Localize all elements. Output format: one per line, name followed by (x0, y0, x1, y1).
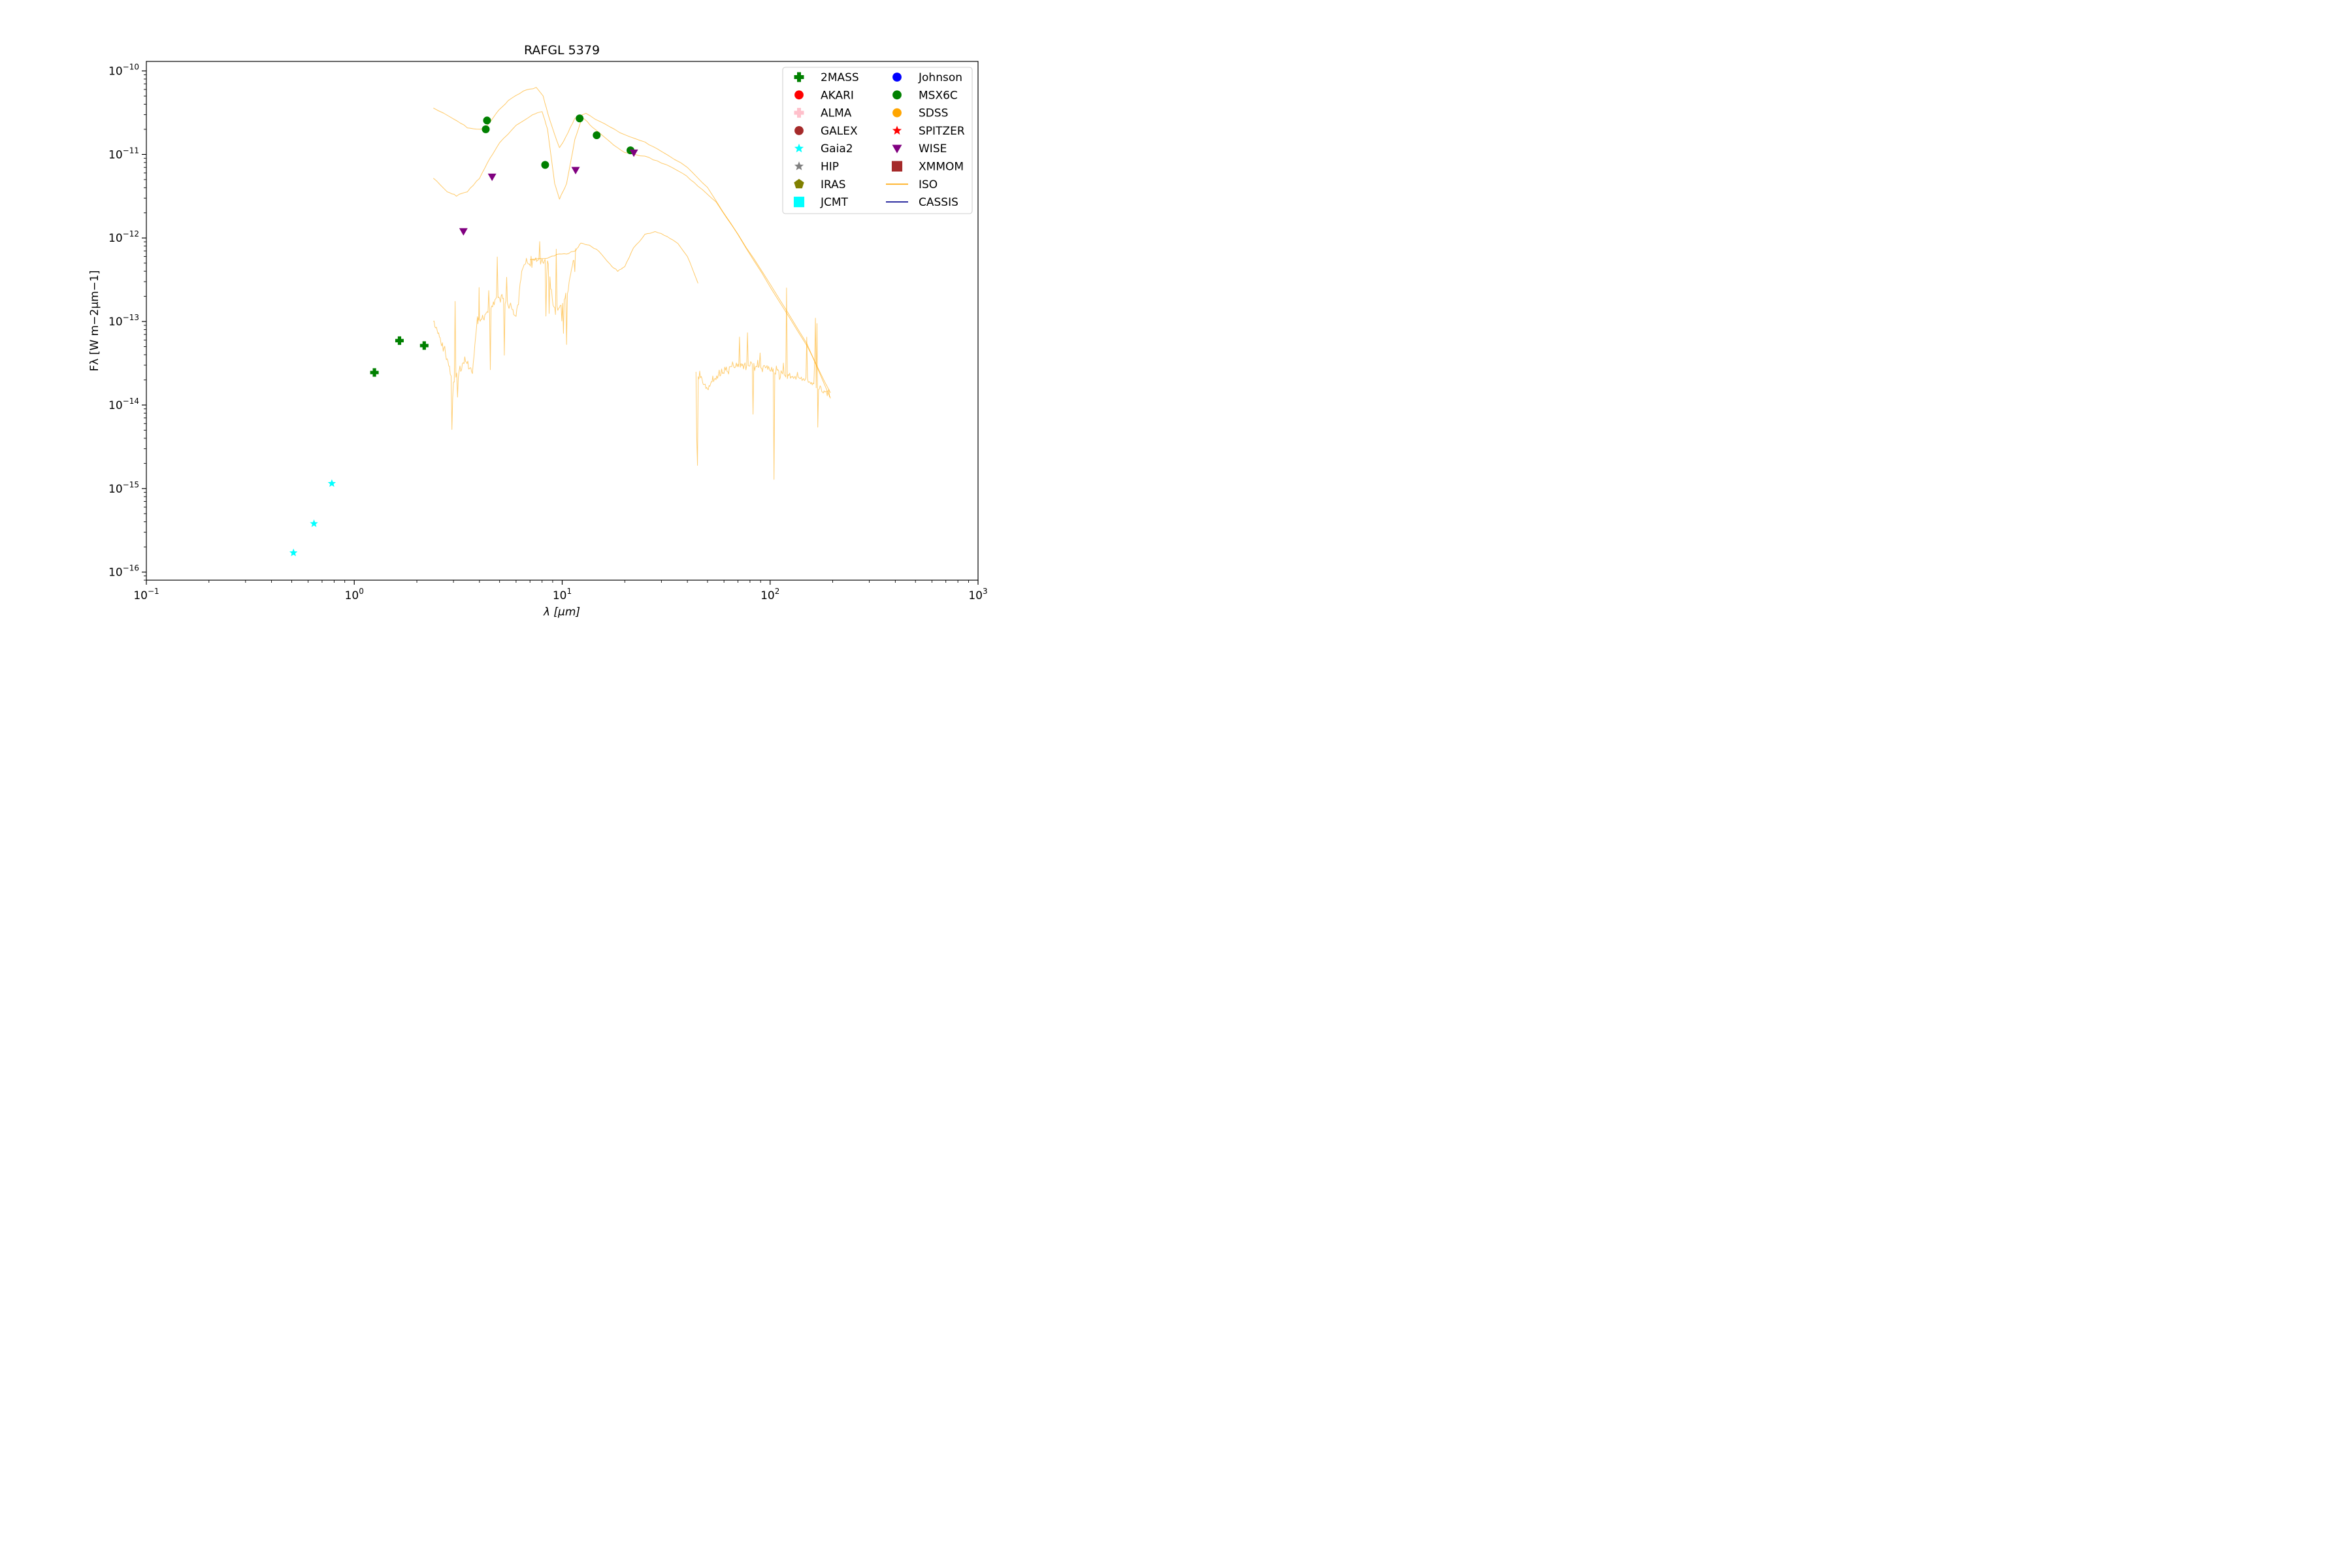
legend-label-2mass: 2MASS (821, 71, 859, 84)
legend-label-hip: HIP (821, 161, 839, 174)
legend-label-cassis: CASSIS (919, 196, 958, 209)
wise-point-3 (571, 167, 580, 174)
legend-label-xmmom: XMMOM (919, 161, 964, 174)
legend-label-galex: GALEX (821, 125, 858, 138)
legend-label-johnson: Johnson (918, 71, 962, 84)
gaia2-point-3 (327, 479, 336, 487)
msx6c-point-3 (541, 161, 549, 169)
wise-point-1 (459, 228, 468, 236)
legend-label-spitzer: SPITZER (919, 125, 965, 138)
2mass-point-2 (395, 336, 404, 345)
y-tick-label: 10−13 (108, 313, 139, 329)
iso-spectrum-lower (433, 111, 831, 399)
legend-label-wise: WISE (919, 142, 947, 155)
photometry-points (289, 114, 638, 557)
legend-marker-spitzer (892, 125, 902, 135)
legend-marker-2mass (794, 72, 804, 82)
msx6c-point-1 (482, 125, 490, 133)
x-tick-label: 100 (345, 587, 364, 602)
legend-label-alma: ALMA (821, 107, 852, 120)
legend-marker-galex (794, 126, 804, 135)
legend-box (782, 67, 973, 214)
y-tick-label: 10−12 (108, 229, 139, 245)
y-tick-label: 10−10 (108, 63, 139, 78)
legend-marker-sdss (892, 108, 902, 118)
gaia2-point-2 (310, 519, 318, 527)
wise-point-4 (629, 149, 638, 157)
legend-marker-jcmt (793, 197, 805, 208)
y-tick-label: 10−11 (108, 146, 139, 161)
legend-marker-wise (892, 144, 902, 154)
y-tick-label: 10−16 (108, 564, 139, 580)
x-tick-label: 102 (760, 587, 779, 602)
x-axis: 10−1 100 101 102 103 (133, 580, 988, 602)
msx6c-point-2 (483, 116, 491, 125)
gaia2-point-1 (289, 548, 298, 557)
x-tick-label: 10−1 (133, 587, 159, 602)
legend-marker-akari (794, 90, 804, 100)
legend-marker-alma (794, 108, 804, 118)
legend-marker-johnson (892, 73, 902, 82)
legend: 2MASS AKARI ALMA GALEX Gaia2 HIP IRAS JCMT Johns… (782, 67, 973, 214)
2mass-point-1 (370, 368, 379, 377)
legend-label-sdss: SDSS (919, 107, 948, 120)
msx6c-point-4 (576, 114, 584, 123)
iso-spectrum-noisy-long (695, 287, 831, 480)
legend-label-iras: IRAS (821, 178, 846, 191)
y-axis-label: Fλ [W m−2μm−1] (88, 270, 101, 372)
legend-marker-iras (794, 178, 804, 189)
legend-label-msx6c: MSX6C (919, 89, 958, 102)
iso-spectrum-noisy-short (433, 241, 576, 430)
legend-label-gaia2: Gaia2 (821, 142, 853, 155)
legend-marker-xmmom (891, 161, 903, 172)
legend-label-akari: AKARI (821, 89, 854, 102)
iso-spectrum-mid (530, 231, 698, 284)
chart-title: RAFGL 5379 (524, 43, 600, 57)
legend-marker-hip (794, 161, 804, 171)
y-axis: 10−16 10−15 10−14 10−13 10−12 10−11 10−10 (108, 63, 146, 581)
y-tick-label: 10−14 (108, 397, 139, 412)
x-tick-label: 103 (968, 587, 987, 602)
legend-marker-msx6c (892, 90, 902, 100)
sed-chart: RAFGL 5379 10−1 100 101 102 103 10−1610−1510… (0, 0, 1010, 684)
2mass-point-3 (419, 341, 429, 350)
wise-point-2 (487, 173, 497, 182)
msx6c-point-5 (593, 131, 601, 139)
legend-label-jcmt: JCMT (820, 196, 849, 209)
legend-label-iso: ISO (919, 178, 938, 191)
x-tick-label: 101 (553, 587, 572, 602)
legend-marker-gaia2 (794, 143, 804, 153)
y-tick-label: 10−15 (108, 480, 139, 496)
x-axis-label: λ [μm] (543, 606, 580, 619)
